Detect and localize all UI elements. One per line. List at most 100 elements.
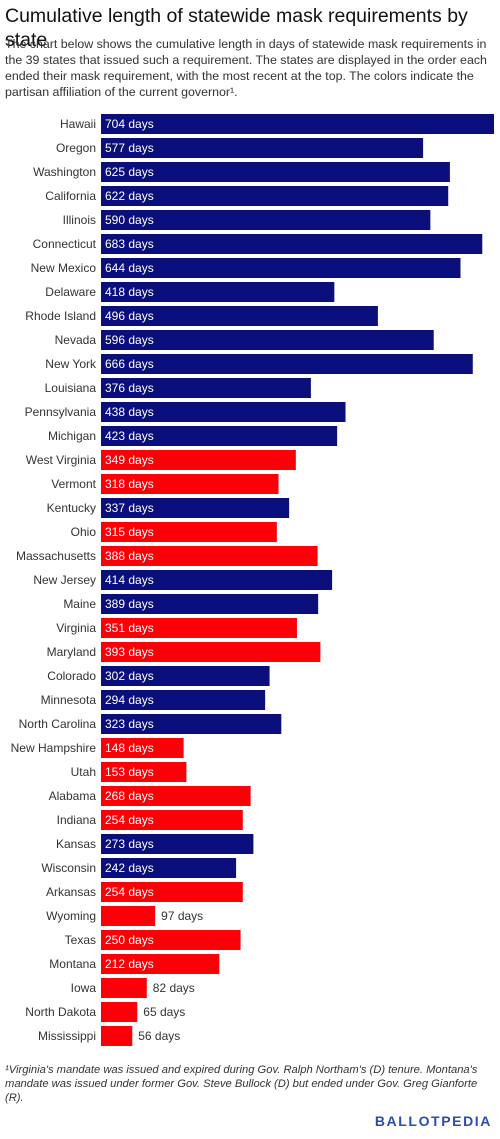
category-label-rhode-island: Rhode Island bbox=[25, 309, 96, 323]
bar-alabama bbox=[101, 786, 251, 806]
bar-oregon bbox=[101, 138, 424, 158]
bar-rhode-island bbox=[101, 306, 378, 326]
value-label-texas: 250 days bbox=[105, 933, 154, 947]
ballotpedia-logo: BALLOTPEDIA bbox=[374, 1113, 492, 1129]
bar-minnesota bbox=[101, 690, 266, 710]
value-label-ohio: 315 days bbox=[105, 525, 154, 539]
category-label-texas: Texas bbox=[65, 933, 96, 947]
bar-iowa bbox=[101, 978, 147, 998]
category-label-arkansas: Arkansas bbox=[46, 885, 96, 899]
value-label-new-jersey: 414 days bbox=[105, 573, 154, 587]
bar-washington bbox=[101, 162, 450, 182]
bar-kentucky bbox=[101, 498, 290, 518]
category-label-nevada: Nevada bbox=[55, 333, 97, 347]
bar-new-mexico bbox=[101, 258, 461, 278]
category-label-washington: Washington bbox=[33, 165, 96, 179]
bar-mississippi bbox=[101, 1026, 133, 1046]
value-label-rhode-island: 496 days bbox=[105, 309, 154, 323]
value-label-connecticut: 683 days bbox=[105, 237, 154, 251]
value-label-oregon: 577 days bbox=[105, 141, 154, 155]
category-label-minnesota: Minnesota bbox=[41, 693, 97, 707]
category-label-montana: Montana bbox=[49, 957, 96, 971]
bar-texas bbox=[101, 930, 241, 950]
category-label-alabama: Alabama bbox=[49, 789, 97, 803]
value-label-illinois: 590 days bbox=[105, 213, 154, 227]
bar-hawaii bbox=[101, 114, 494, 134]
footnote: ¹Virginia's mandate was issued and expir… bbox=[5, 1064, 478, 1104]
bar-north-carolina bbox=[101, 714, 282, 734]
value-label-massachusetts: 388 days bbox=[105, 549, 154, 563]
value-label-new-mexico: 644 days bbox=[105, 261, 154, 275]
category-label-new-mexico: New Mexico bbox=[31, 261, 97, 275]
value-label-michigan: 423 days bbox=[105, 429, 154, 443]
bar-new-jersey bbox=[101, 570, 333, 590]
category-label-vermont: Vermont bbox=[51, 477, 96, 491]
category-label-colorado: Colorado bbox=[47, 669, 96, 683]
value-label-california: 622 days bbox=[105, 189, 154, 203]
bar-california bbox=[101, 186, 449, 206]
category-label-virginia: Virginia bbox=[56, 621, 96, 635]
category-label-michigan: Michigan bbox=[48, 429, 96, 443]
value-label-washington: 625 days bbox=[105, 165, 154, 179]
chart-title: Cumulative length of statewide mask requ… bbox=[5, 5, 468, 51]
category-label-maine: Maine bbox=[63, 597, 96, 611]
category-label-kentucky: Kentucky bbox=[47, 501, 96, 515]
category-label-maryland: Maryland bbox=[47, 645, 96, 659]
value-label-arkansas: 254 days bbox=[105, 885, 154, 899]
bar-connecticut bbox=[101, 234, 483, 254]
category-label-wyoming: Wyoming bbox=[46, 909, 96, 923]
value-label-maryland: 393 days bbox=[105, 645, 154, 659]
category-label-iowa: Iowa bbox=[71, 981, 97, 995]
value-label-hawaii: 704 days bbox=[105, 117, 154, 131]
value-label-pennsylvania: 438 days bbox=[105, 405, 154, 419]
bar-delaware bbox=[101, 282, 335, 302]
value-label-louisiana: 376 days bbox=[105, 381, 154, 395]
value-label-alabama: 268 days bbox=[105, 789, 154, 803]
category-label-california: California bbox=[45, 189, 96, 203]
value-label-mississippi: 56 days bbox=[138, 1029, 180, 1043]
chart-subtitle: The chart below shows the cumulative len… bbox=[5, 37, 487, 99]
value-label-maine: 389 days bbox=[105, 597, 154, 611]
bar-north-dakota bbox=[101, 1002, 138, 1022]
category-label-delaware: Delaware bbox=[45, 285, 96, 299]
category-label-west-virginia: West Virginia bbox=[26, 453, 97, 467]
value-label-delaware: 418 days bbox=[105, 285, 154, 299]
value-label-wyoming: 97 days bbox=[161, 909, 203, 923]
bar-kansas bbox=[101, 834, 254, 854]
bar-nevada bbox=[101, 330, 434, 350]
bar-chart: Hawaii 704 days Oregon 577 days Washington 62… bbox=[11, 114, 494, 1046]
category-label-kansas: Kansas bbox=[56, 837, 96, 851]
bar-pennsylvania bbox=[101, 402, 346, 422]
category-label-oregon: Oregon bbox=[56, 141, 96, 155]
bar-wisconsin bbox=[101, 858, 237, 878]
bar-virginia bbox=[101, 618, 297, 638]
value-label-kentucky: 337 days bbox=[105, 501, 154, 515]
category-label-massachusetts: Massachusetts bbox=[16, 549, 96, 563]
bar-louisiana bbox=[101, 378, 311, 398]
bar-vermont bbox=[101, 474, 279, 494]
category-label-north-dakota: North Dakota bbox=[25, 1005, 96, 1019]
bar-west-virginia bbox=[101, 450, 296, 470]
category-label-new-hampshire: New Hampshire bbox=[11, 741, 97, 755]
bar-massachusetts bbox=[101, 546, 318, 566]
bar-illinois bbox=[101, 210, 431, 230]
value-label-wisconsin: 242 days bbox=[105, 861, 154, 875]
value-label-minnesota: 294 days bbox=[105, 693, 154, 707]
value-label-indiana: 254 days bbox=[105, 813, 154, 827]
bar-montana bbox=[101, 954, 220, 974]
bar-arkansas bbox=[101, 882, 243, 902]
value-label-colorado: 302 days bbox=[105, 669, 154, 683]
category-label-indiana: Indiana bbox=[57, 813, 97, 827]
value-label-west-virginia: 349 days bbox=[105, 453, 154, 467]
value-label-new-york: 666 days bbox=[105, 357, 154, 371]
category-label-illinois: Illinois bbox=[63, 213, 96, 227]
category-label-new-york: New York bbox=[45, 357, 97, 371]
bar-new-hampshire bbox=[101, 738, 184, 758]
bar-ohio bbox=[101, 522, 277, 542]
value-label-new-hampshire: 148 days bbox=[105, 741, 154, 755]
value-label-north-carolina: 323 days bbox=[105, 717, 154, 731]
bar-wyoming bbox=[101, 906, 156, 926]
bar-utah bbox=[101, 762, 187, 782]
value-label-virginia: 351 days bbox=[105, 621, 154, 635]
bar-colorado bbox=[101, 666, 270, 686]
